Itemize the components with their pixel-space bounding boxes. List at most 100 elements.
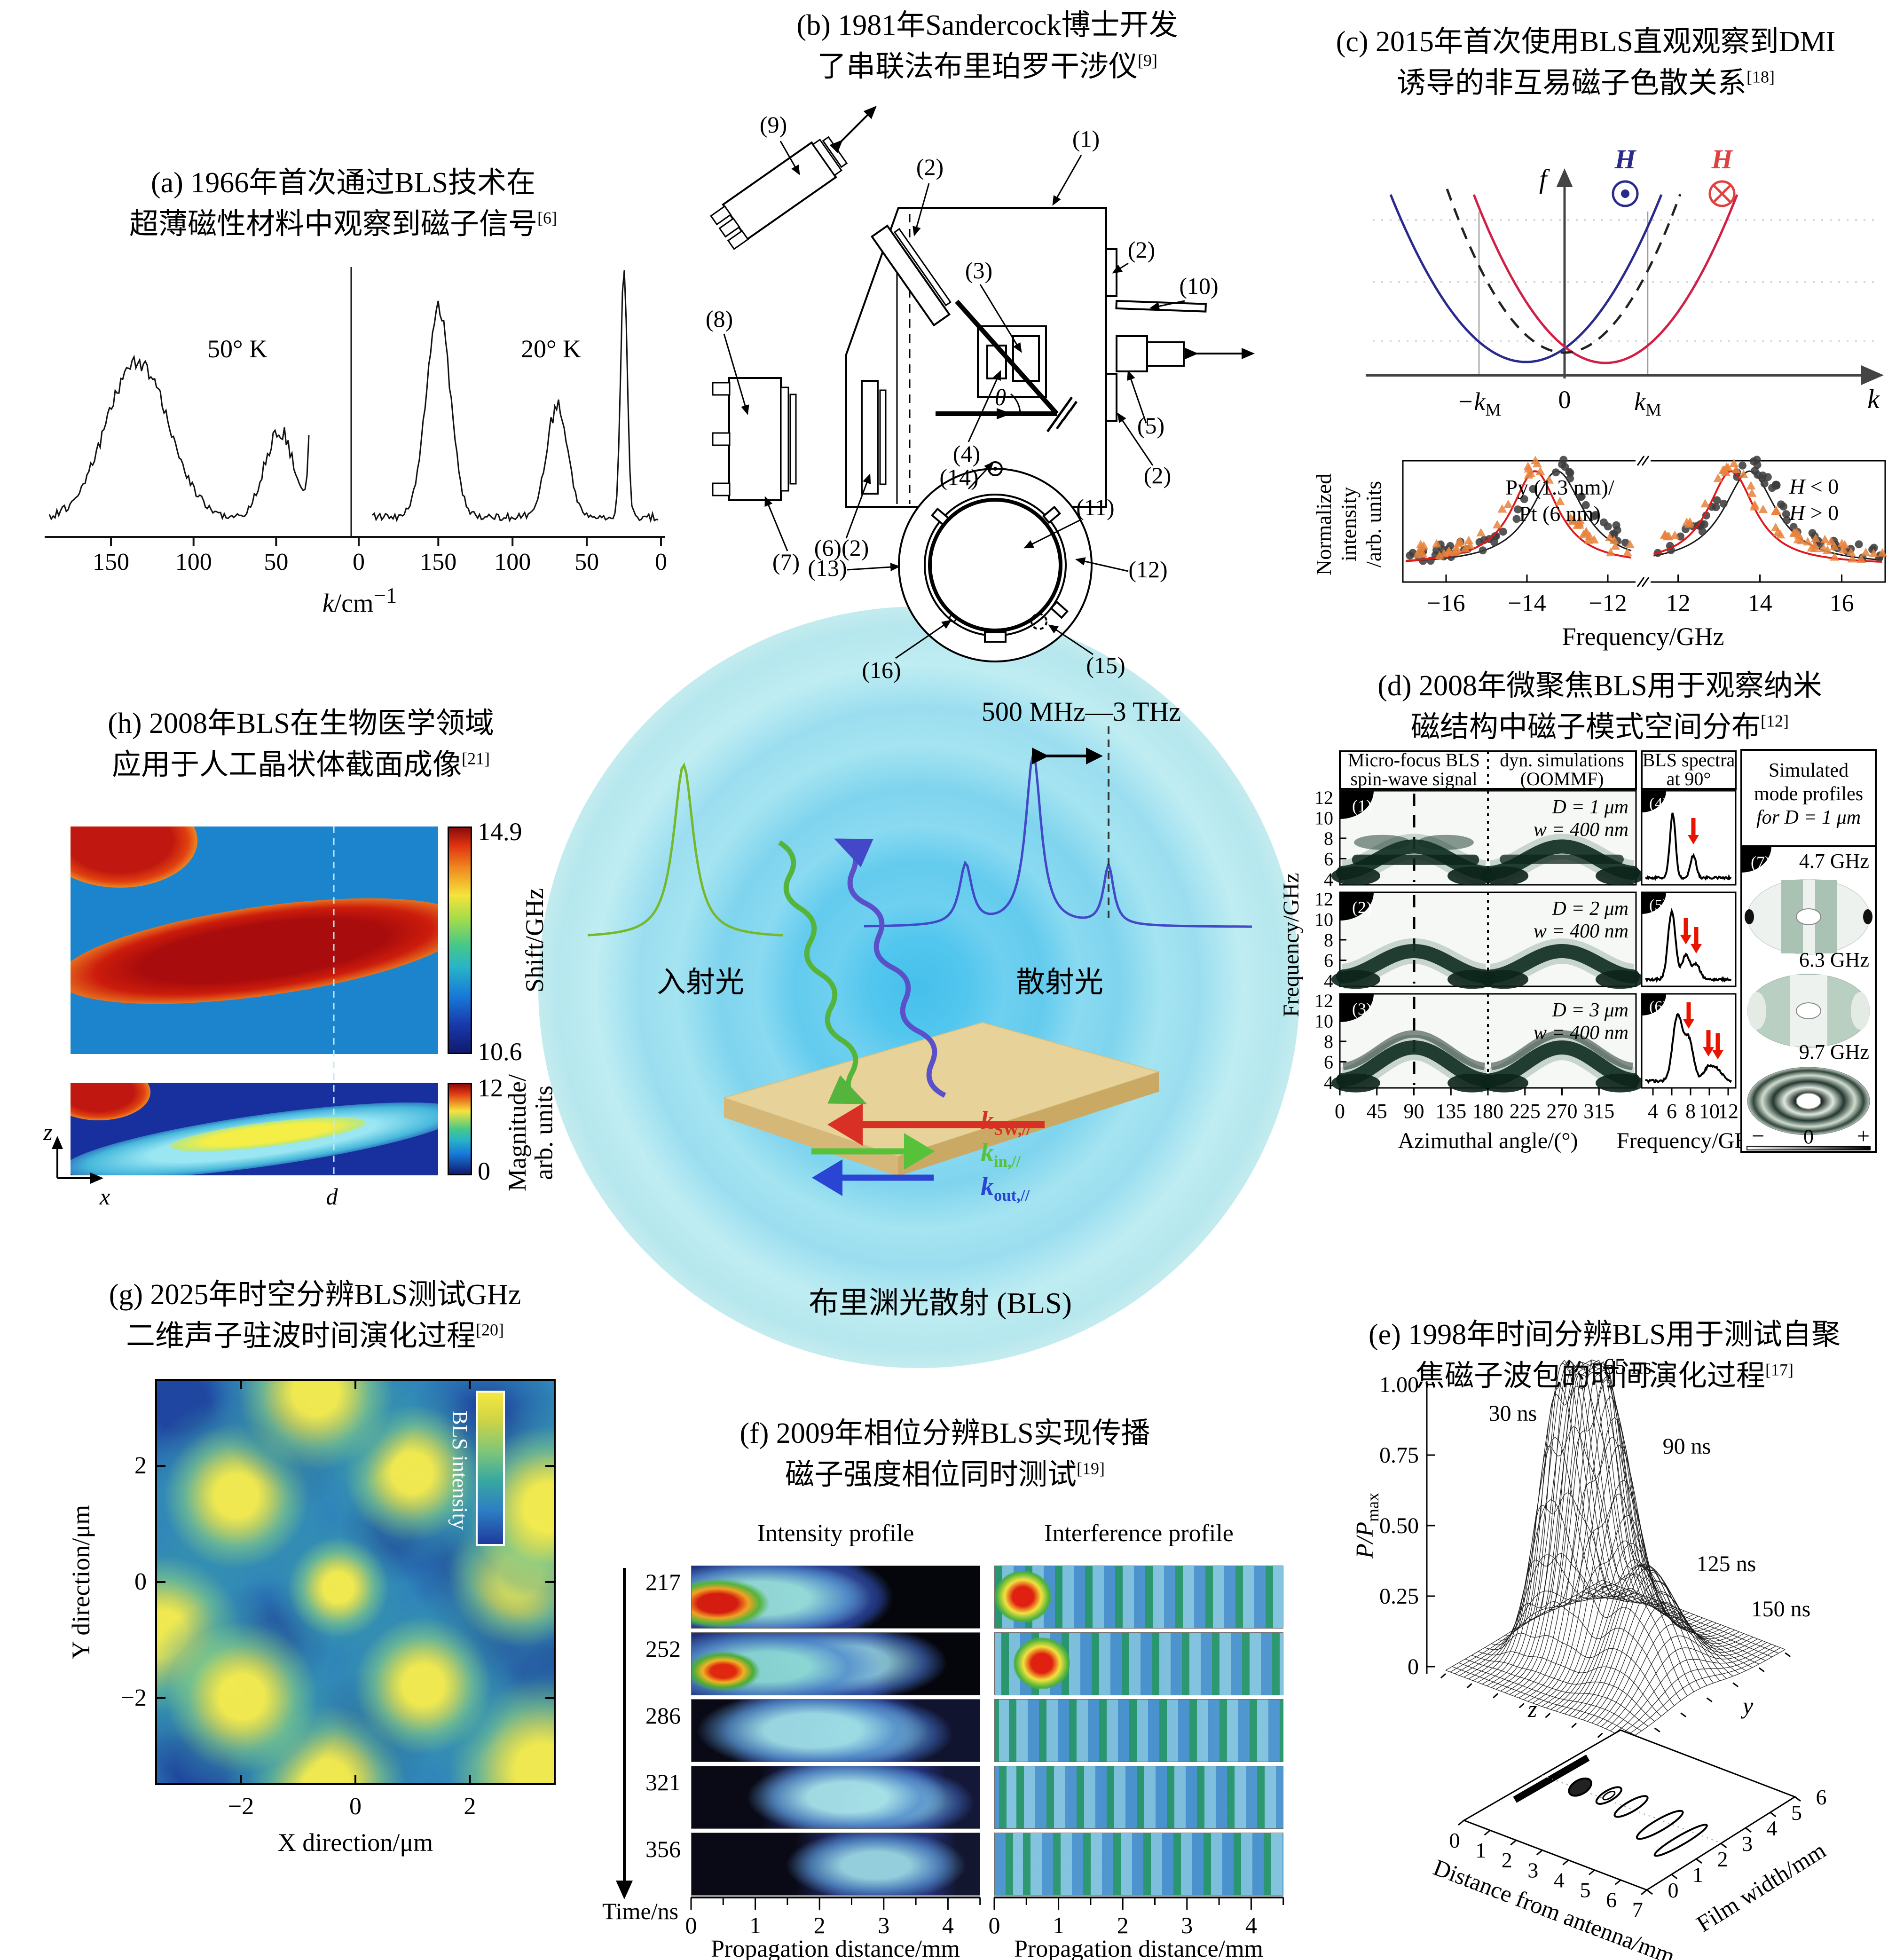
panel-a-title: (a) 1966年首次通过BLS技术在 超薄磁性材料中观察到磁子信号[6]: [28, 162, 658, 245]
panel-h-title: (h) 2008年BLS在生物医学领域 应用于人工晶状体截面成像[21]: [28, 703, 574, 786]
svg-text:(1): (1): [1072, 126, 1100, 152]
mesh-line: [1473, 1436, 1630, 1681]
mirror-stage-8: [712, 377, 797, 501]
header-microfocus: Micro-focus BLS: [1348, 749, 1480, 771]
tick-label: 225: [1510, 1100, 1541, 1123]
tick-label: 0.75: [1379, 1443, 1419, 1468]
data-point: [1552, 468, 1560, 477]
data-point: [1479, 546, 1487, 555]
mesh-line: [1550, 1543, 1708, 1710]
spectrum-curve: [371, 270, 659, 523]
tick-label: at 90°: [1667, 768, 1711, 789]
data-point: [1830, 542, 1840, 551]
svg-text:θ: θ: [995, 384, 1007, 410]
data-point: [1568, 515, 1578, 524]
data-point: [1830, 552, 1840, 561]
mesh-line: [1468, 1499, 1625, 1679]
data-point: [1713, 473, 1723, 482]
tick-label: 7: [1632, 1898, 1643, 1922]
width-label: w = 400 nm: [1534, 819, 1628, 841]
header-bls-spectra: BLS spectra: [1643, 749, 1735, 771]
k-out-label: kout,//: [981, 1172, 1030, 1205]
time-snapshot-label: 125 ns: [1697, 1551, 1756, 1576]
svg-text:(2): (2): [1128, 236, 1155, 263]
intensity-map-217ns: [691, 1566, 980, 1629]
mirror-hatched: [1046, 396, 1078, 433]
scattered-light-spectrum-curve: [864, 754, 1252, 928]
mesh-line: [1619, 1645, 1776, 1736]
mesh-line: [1504, 1492, 1688, 1696]
data-point: [1492, 520, 1502, 529]
mesh-line: [1510, 1426, 1694, 1692]
data-point: [1530, 456, 1540, 464]
panel-a-xlabel: k/cm−1: [322, 583, 397, 618]
panel-e-wlabel: Film width/mm: [1692, 1837, 1831, 1937]
panel-f-title: (f) 2009年相位分辨BLS实现传播 磁子强度相位同时测试[19]: [625, 1413, 1265, 1496]
tick-label: 16: [1830, 590, 1854, 617]
incident-wavy-arrow: [778, 840, 867, 1105]
tick-label: 0.50: [1379, 1513, 1419, 1538]
svg-text:(10): (10): [1179, 273, 1218, 299]
panel-g-ylabel: Y direction/μm: [67, 1505, 95, 1659]
panel-g-colorbar: [476, 1391, 505, 1546]
intensity-map-252ns: [691, 1632, 980, 1695]
mode-cb-plus: +: [1857, 1124, 1870, 1149]
panel-b-part-labels: (9) (2) (1) (2) (10) (8) (3) θ (4) (5) (…: [706, 111, 1219, 683]
svg-text:(2): (2): [1144, 462, 1171, 488]
time-value-label: 286: [645, 1702, 681, 1729]
data-point: [1660, 529, 1670, 538]
svg-text:(13): (13): [808, 555, 847, 581]
tick-label: 14: [1748, 590, 1772, 617]
tick-label: 8: [1324, 1031, 1333, 1052]
magnitude-cb-label: Magnitude/arb. units: [503, 1074, 558, 1192]
data-point: [1811, 534, 1821, 543]
tick-label: 6: [1324, 950, 1333, 971]
tick-label: 6: [1816, 1785, 1827, 1809]
prism-inner-b: [1012, 335, 1040, 382]
tick-label: 0: [1668, 1878, 1679, 1902]
tick-label: 0: [989, 1912, 1000, 1938]
panel-d-ylabel: Frequency/GHz: [1279, 873, 1304, 1017]
svg-text:(4): (4): [953, 441, 980, 467]
mesh-line: [1509, 1361, 1667, 1695]
tick-label: mode profiles: [1754, 783, 1863, 805]
actuator-5a: [1116, 335, 1148, 372]
tick-label: 4: [942, 1912, 954, 1938]
data-point: [1606, 548, 1616, 557]
tick-label: 0: [1408, 1654, 1419, 1679]
spectrum-curve: [48, 354, 310, 521]
svg-text:(12): (12): [1128, 556, 1167, 582]
tick-label: 4: [1324, 869, 1333, 890]
scan-ring: [898, 461, 1093, 662]
panel-d-xlabel1: Azimuthal angle/(°): [1398, 1128, 1578, 1153]
svg-text:(6)(2): (6)(2): [814, 535, 869, 561]
interference-map-321ns: [994, 1766, 1283, 1829]
legend-h-pos: H > 0: [1789, 501, 1839, 525]
tick-label: 1: [1692, 1863, 1703, 1887]
data-point: [1739, 470, 1748, 479]
lens-shift-map: [71, 827, 438, 1054]
tick-label: 2: [814, 1912, 826, 1938]
tick-label: 100: [175, 549, 212, 575]
data-point: [1512, 515, 1521, 523]
panel-g-colorbar-label: BLS intensity: [448, 1410, 472, 1530]
shift-cb-max: 14.9: [478, 818, 522, 846]
data-point: [1855, 540, 1863, 549]
tick-label: 4: [1324, 1072, 1333, 1093]
svg-text:H: H: [1614, 144, 1636, 174]
data-point: [1585, 531, 1595, 540]
data-point: [1491, 532, 1499, 541]
tick-label: 12: [1666, 590, 1691, 617]
panel-a-plot: 150 150 100 100 50 50 0 0 50° K 20° K: [45, 267, 667, 575]
data-point: [1758, 474, 1767, 482]
interference-map-356ns: [994, 1833, 1283, 1896]
wavepacket-contour: [1613, 1795, 1649, 1818]
tick-label: 3: [1742, 1832, 1753, 1856]
mesh-line: [1530, 1360, 1714, 1684]
tick-label: 12: [1718, 1100, 1739, 1123]
spectrum-panel-number: (6): [1649, 998, 1668, 1015]
tick-label: 2: [1717, 1847, 1728, 1871]
data-point: [1807, 543, 1817, 552]
mesh-line: [1541, 1480, 1699, 1707]
